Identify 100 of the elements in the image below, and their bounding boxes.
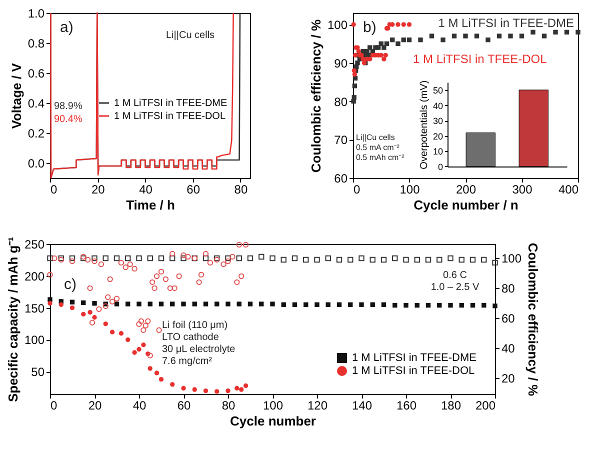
point [236, 255, 242, 262]
point [448, 302, 453, 308]
point [198, 272, 204, 278]
x-tick-label: 0 [50, 398, 58, 412]
point [132, 266, 138, 272]
point [170, 302, 175, 306]
y-tick-label: 250 [24, 238, 45, 252]
point [482, 302, 486, 308]
point [167, 285, 173, 291]
point [154, 273, 160, 280]
point [47, 255, 53, 262]
y2-tick-label: 20 [502, 371, 516, 386]
point [281, 302, 286, 307]
point [258, 254, 264, 260]
point [88, 310, 92, 315]
point [181, 302, 186, 306]
point [390, 22, 395, 27]
point [140, 327, 146, 333]
text: 1 M LiTFSI in TFEE-DOL [413, 52, 548, 66]
point [226, 388, 230, 394]
point [401, 38, 406, 42]
annotation: Li foil (110 μm) LTO cathode 30 μL electrolyte 7.6 mg/cm² [162, 320, 236, 367]
y-tick-label: 0.4 [28, 96, 45, 110]
point [102, 255, 108, 262]
x-tick-label: 120 [307, 398, 328, 412]
y-tick-label: 1.0 [28, 6, 45, 20]
point [418, 38, 423, 42]
point [176, 273, 182, 280]
x-tick-label: 400 [558, 182, 579, 196]
point [352, 72, 358, 77]
point [355, 60, 360, 66]
point [390, 38, 395, 42]
y2-axis-title: Coulombic efficiency / % [526, 242, 541, 397]
x-tick-label: 180 [440, 398, 462, 412]
point [370, 302, 375, 307]
point [126, 337, 130, 342]
point [359, 302, 364, 307]
y2-tick-label: 80 [502, 282, 516, 296]
point [172, 285, 178, 291]
point [170, 250, 176, 257]
point [292, 302, 298, 307]
point [152, 285, 158, 291]
point [481, 256, 487, 263]
point [196, 279, 202, 286]
point [396, 41, 400, 46]
point [384, 41, 390, 46]
legend-label: 1 M LiTFSI in TFEE-DME [352, 352, 476, 364]
point [492, 260, 498, 266]
point [336, 302, 342, 307]
x-tick-label: 0 [354, 182, 360, 196]
x-axis-title: Time / h [126, 198, 175, 212]
x-tick-label: 160 [396, 398, 417, 412]
point [326, 302, 330, 307]
point [126, 302, 130, 306]
point [314, 302, 320, 307]
point [404, 302, 408, 308]
point [158, 268, 164, 275]
point [156, 327, 162, 333]
y-axis-title: Coulombic efficiency / % [308, 18, 324, 173]
x-tick-label: 200 [456, 182, 476, 196]
point [486, 38, 490, 42]
point [138, 318, 144, 324]
point [127, 261, 133, 268]
point [150, 279, 156, 286]
point [181, 386, 186, 391]
point [470, 256, 476, 263]
point [351, 22, 356, 27]
x-tick-label: 100 [262, 398, 284, 412]
point [280, 256, 286, 263]
point [243, 383, 248, 388]
y-tick-label: 70 [334, 133, 348, 148]
annotation: 98.9% [54, 101, 82, 112]
point [141, 342, 146, 348]
point [122, 264, 128, 270]
y-tick-label: 100 [327, 18, 348, 32]
x-tick-label: 20 [88, 398, 102, 412]
point [226, 302, 230, 306]
point [239, 387, 244, 392]
point [136, 346, 142, 352]
point [96, 306, 102, 312]
point [69, 255, 76, 262]
point [236, 242, 242, 248]
y-tick-label: 50 [432, 85, 443, 96]
point [383, 52, 388, 58]
point [314, 256, 320, 263]
y-tick-label: 80 [334, 94, 348, 109]
point [426, 302, 431, 308]
point [370, 256, 376, 263]
annotation: Li||Cu cells 0.5 mA cm⁻² 0.5 mAh cm⁻² [356, 133, 405, 162]
y-tick-label: 150 [24, 301, 45, 316]
point [352, 52, 358, 58]
point [48, 297, 52, 302]
point [325, 255, 331, 262]
x-axis-title: Cycle number [230, 414, 316, 428]
point [440, 38, 446, 42]
point [458, 256, 464, 263]
point [401, 22, 406, 27]
point [492, 304, 498, 308]
point [380, 256, 387, 263]
y-tick-label: 20 [432, 131, 443, 142]
